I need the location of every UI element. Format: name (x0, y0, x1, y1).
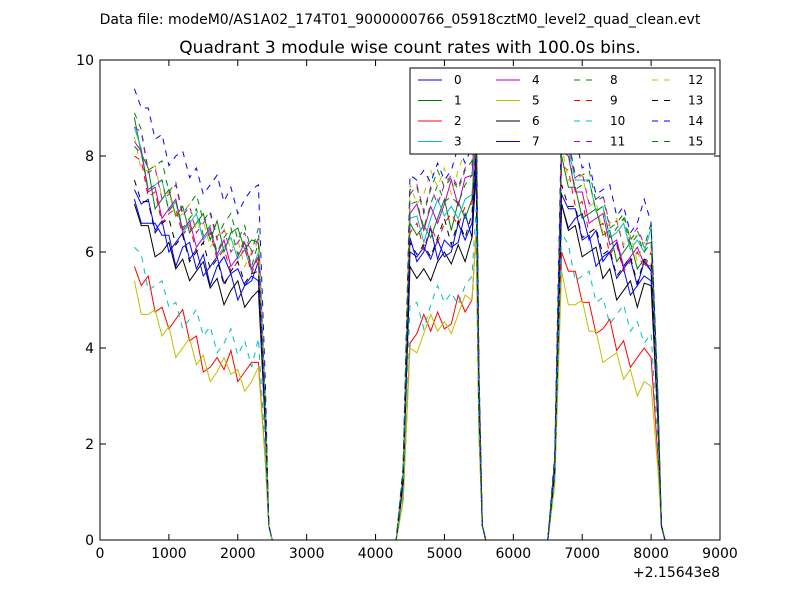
legend-box (409, 67, 716, 155)
legend-label-3: 3 (454, 135, 462, 149)
legend-label-14: 14 (688, 114, 703, 128)
x-tick-label-4000: 4000 (358, 546, 394, 562)
y-tick-label-6: 6 (85, 245, 94, 261)
x-tick-label-9000: 9000 (702, 546, 738, 562)
legend-label-2: 2 (454, 114, 462, 128)
series-line-7 (133, 155, 666, 540)
series-line-4 (133, 107, 666, 540)
legend-label-9: 9 (610, 94, 618, 108)
y-tick-label-8: 8 (85, 149, 94, 165)
legend-label-7: 7 (532, 135, 540, 149)
legend-label-12: 12 (688, 73, 703, 87)
y-tick-label-10: 10 (76, 53, 94, 69)
series-line-8 (133, 107, 666, 540)
legend-label-1: 1 (454, 94, 462, 108)
series-line-12 (133, 88, 666, 540)
chart-suptitle: Data file: modeM0/AS1A02_174T01_90000007… (100, 12, 701, 28)
series-line-6 (133, 170, 666, 540)
chart-title: Quadrant 3 module wise count rates with … (179, 38, 640, 58)
x-tick-label-6000: 6000 (496, 546, 532, 562)
series-line-11 (134, 98, 666, 540)
legend-label-8: 8 (610, 73, 618, 87)
x-tick-label-7000: 7000 (564, 546, 600, 562)
legend-label-4: 4 (532, 73, 540, 87)
series-line-13 (133, 146, 666, 540)
series-line-9 (134, 136, 666, 540)
x-tick-label-5000: 5000 (427, 546, 463, 562)
legend-label-10: 10 (610, 114, 625, 128)
y-tick-label-4: 4 (85, 341, 94, 357)
x-tick-label-1000: 1000 (151, 546, 187, 562)
legend-label-5: 5 (532, 94, 540, 108)
legend-label-11: 11 (610, 135, 625, 149)
series-line-1 (133, 117, 666, 540)
y-tick-label-0: 0 (85, 533, 94, 549)
legend-label-13: 13 (688, 94, 703, 108)
series-line-0 (133, 170, 666, 540)
series-line-15 (134, 93, 666, 540)
plot-frame (99, 59, 721, 541)
x-tick-label-0: 0 (96, 546, 105, 562)
series-line-5 (133, 232, 666, 540)
x-offset-label: +2.15643e8 (633, 565, 720, 581)
x-tick-label-8000: 8000 (633, 546, 669, 562)
x-tick-label-3000: 3000 (289, 546, 325, 562)
legend-label-6: 6 (532, 114, 540, 128)
series-line-10 (134, 208, 666, 540)
series-line-14 (133, 79, 666, 540)
y-tick-label-2: 2 (85, 437, 94, 453)
series-line-2 (133, 232, 666, 540)
legend-label-0: 0 (454, 73, 462, 87)
legend-label-15: 15 (688, 135, 703, 149)
x-tick-label-2000: 2000 (220, 546, 256, 562)
